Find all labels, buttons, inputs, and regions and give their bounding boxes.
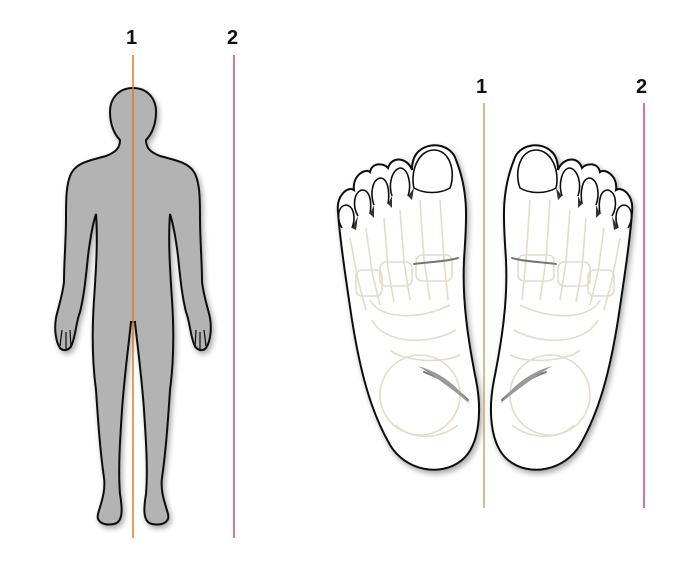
body-line-2-label: 2: [227, 27, 239, 49]
right-foot-sole: [489, 144, 634, 471]
left-foot-sole: [336, 144, 481, 471]
body-line-1-label: 1: [126, 27, 138, 49]
feet-line-1-label: 1: [476, 76, 488, 98]
feet-line-2-label: 2: [636, 76, 648, 98]
